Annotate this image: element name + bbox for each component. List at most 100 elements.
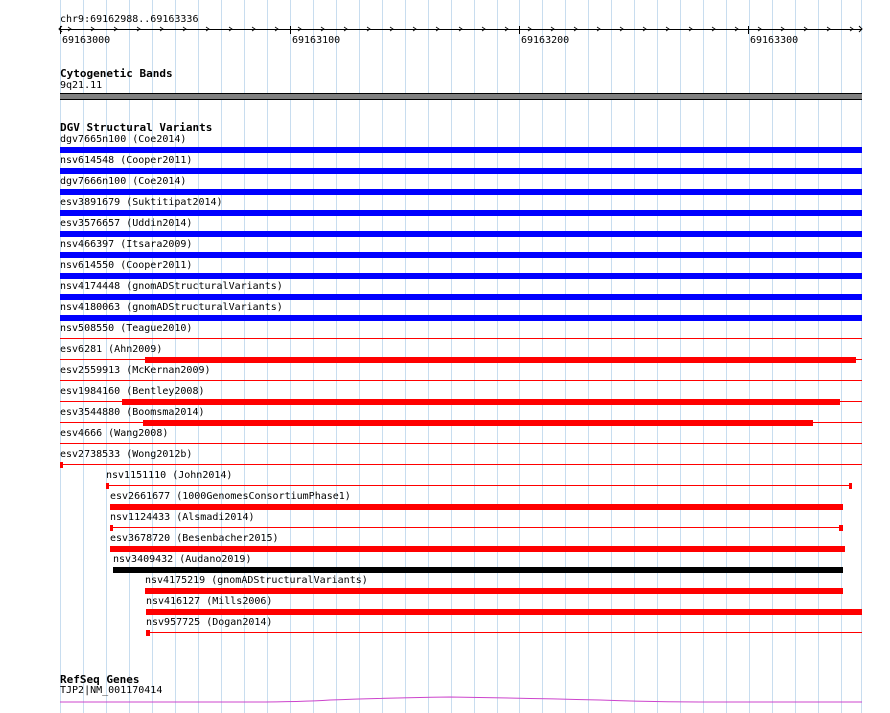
variant-bar[interactable] — [839, 525, 843, 531]
variant-label[interactable]: nsv3409432 (Audano2019) — [113, 554, 252, 565]
grid-line — [336, 0, 337, 713]
variant-label[interactable]: esv2738533 (Wong2012b) — [60, 449, 193, 460]
coordinate-range: chr9:69162988..69163336 — [60, 14, 199, 25]
variant-label[interactable]: esv6281 (Ahn2009) — [60, 344, 163, 355]
grid-line — [267, 0, 268, 713]
grid-line — [83, 0, 84, 713]
variant-label[interactable]: esv3576657 (Uddin2014) — [60, 218, 193, 229]
cytoband-bar[interactable] — [60, 93, 862, 100]
variant-label[interactable]: esv4666 (Wang2008) — [60, 428, 169, 439]
refseq-track-title: RefSeq Genes — [60, 673, 140, 686]
grid-line — [634, 0, 635, 713]
grid-line — [175, 0, 176, 713]
variant-bar[interactable] — [60, 462, 63, 468]
variant-label[interactable]: nsv1124433 (Alsmadi2014) — [110, 512, 255, 523]
grid-line — [611, 0, 612, 713]
variant-bar[interactable] — [146, 630, 150, 636]
refseq-gene-label[interactable]: TJP2|NM_001170414 — [60, 685, 163, 696]
grid-line — [841, 0, 842, 713]
variant-label[interactable]: dgv7665n100 (Coe2014) — [60, 134, 187, 145]
variant-bar[interactable] — [60, 294, 862, 300]
grid-line — [726, 0, 727, 713]
cytoband-track-title: Cytogenetic Bands — [60, 67, 173, 80]
grid-line — [772, 0, 773, 713]
grid-line — [106, 0, 107, 713]
grid-line — [474, 0, 475, 713]
grid-line — [428, 0, 429, 713]
variant-bar[interactable] — [60, 210, 862, 216]
ruler-line — [60, 29, 862, 30]
grid-line — [795, 0, 796, 713]
variant-line — [146, 632, 862, 633]
gene-intron-line — [60, 696, 862, 703]
variant-bar[interactable] — [122, 399, 840, 405]
grid-line — [244, 0, 245, 713]
variant-bar[interactable] — [145, 588, 843, 594]
variant-label[interactable]: esv2559913 (McKernan2009) — [60, 365, 211, 376]
ruler-tick — [519, 26, 520, 34]
grid-line — [152, 0, 153, 713]
variant-label[interactable]: dgv7666n100 (Coe2014) — [60, 176, 187, 187]
variant-label[interactable]: nsv416127 (Mills2006) — [146, 596, 273, 607]
variant-label[interactable]: nsv4175219 (gnomADStructuralVariants) — [145, 575, 368, 586]
grid-line — [749, 0, 750, 713]
dgv-track-title: DGV Structural Variants — [60, 121, 213, 134]
variant-label[interactable]: nsv614548 (Cooper2011) — [60, 155, 193, 166]
grid-line — [565, 0, 566, 713]
variant-label[interactable]: nsv957725 (Dogan2014) — [146, 617, 273, 628]
variant-label[interactable]: esv2661677 (1000GenomesConsortiumPhase1) — [110, 491, 351, 502]
ruler-tick-label: 69163100 — [292, 35, 341, 46]
variant-bar[interactable] — [143, 420, 813, 426]
variant-bar[interactable] — [145, 357, 856, 363]
variant-label[interactable]: nsv4180063 (gnomADStructuralVariants) — [60, 302, 283, 313]
variant-bar[interactable] — [60, 189, 862, 195]
grid-line — [519, 0, 520, 713]
variant-bar[interactable] — [60, 231, 862, 237]
variant-bar[interactable] — [110, 504, 843, 510]
grid-line — [680, 0, 681, 713]
grid-line — [359, 0, 360, 713]
ruler-tick — [60, 26, 61, 34]
variant-line — [60, 380, 862, 381]
ruler-tick-label: 69163000 — [62, 35, 111, 46]
ruler-tick-label: 69163300 — [750, 35, 799, 46]
variant-label[interactable]: nsv466397 (Itsara2009) — [60, 239, 193, 250]
grid-line — [60, 0, 61, 713]
variant-label[interactable]: nsv1151110 (John2014) — [106, 470, 233, 481]
ruler-end-arrow — [58, 25, 63, 33]
grid-line — [198, 0, 199, 713]
variant-bar[interactable] — [146, 609, 862, 615]
variant-label[interactable]: nsv614550 (Cooper2011) — [60, 260, 193, 271]
variant-bar[interactable] — [60, 252, 862, 258]
refseq-gene-model[interactable] — [0, 690, 890, 713]
grid-line — [221, 0, 222, 713]
variant-line — [106, 485, 852, 486]
grid-line — [657, 0, 658, 713]
variant-bar[interactable] — [849, 483, 852, 489]
variant-bar[interactable] — [60, 315, 862, 321]
variant-bar[interactable] — [106, 483, 109, 489]
grid-line — [861, 0, 862, 713]
grid-line — [542, 0, 543, 713]
variant-label[interactable]: esv3544880 (Boomsma2014) — [60, 407, 205, 418]
variant-label[interactable]: esv3678720 (Besenbacher2015) — [110, 533, 279, 544]
variant-bar[interactable] — [60, 147, 862, 153]
variant-bar[interactable] — [60, 273, 862, 279]
variant-bar[interactable] — [110, 546, 845, 552]
variant-label[interactable]: nsv4174448 (gnomADStructuralVariants) — [60, 281, 283, 292]
variant-bar[interactable] — [110, 525, 113, 531]
variant-label[interactable]: esv3891679 (Suktitipat2014) — [60, 197, 223, 208]
ruler-tick — [748, 26, 749, 34]
variant-bar[interactable] — [60, 168, 862, 174]
variant-label[interactable]: esv1984160 (Bentley2008) — [60, 386, 205, 397]
grid-line — [588, 0, 589, 713]
grid-line — [313, 0, 314, 713]
variant-line — [60, 464, 862, 465]
cytoband-label: 9q21.11 — [60, 80, 103, 91]
variant-bar[interactable] — [113, 567, 843, 573]
grid-line — [451, 0, 452, 713]
variant-line — [60, 338, 862, 339]
grid-line — [382, 0, 383, 713]
variant-label[interactable]: nsv508550 (Teague2010) — [60, 323, 193, 334]
